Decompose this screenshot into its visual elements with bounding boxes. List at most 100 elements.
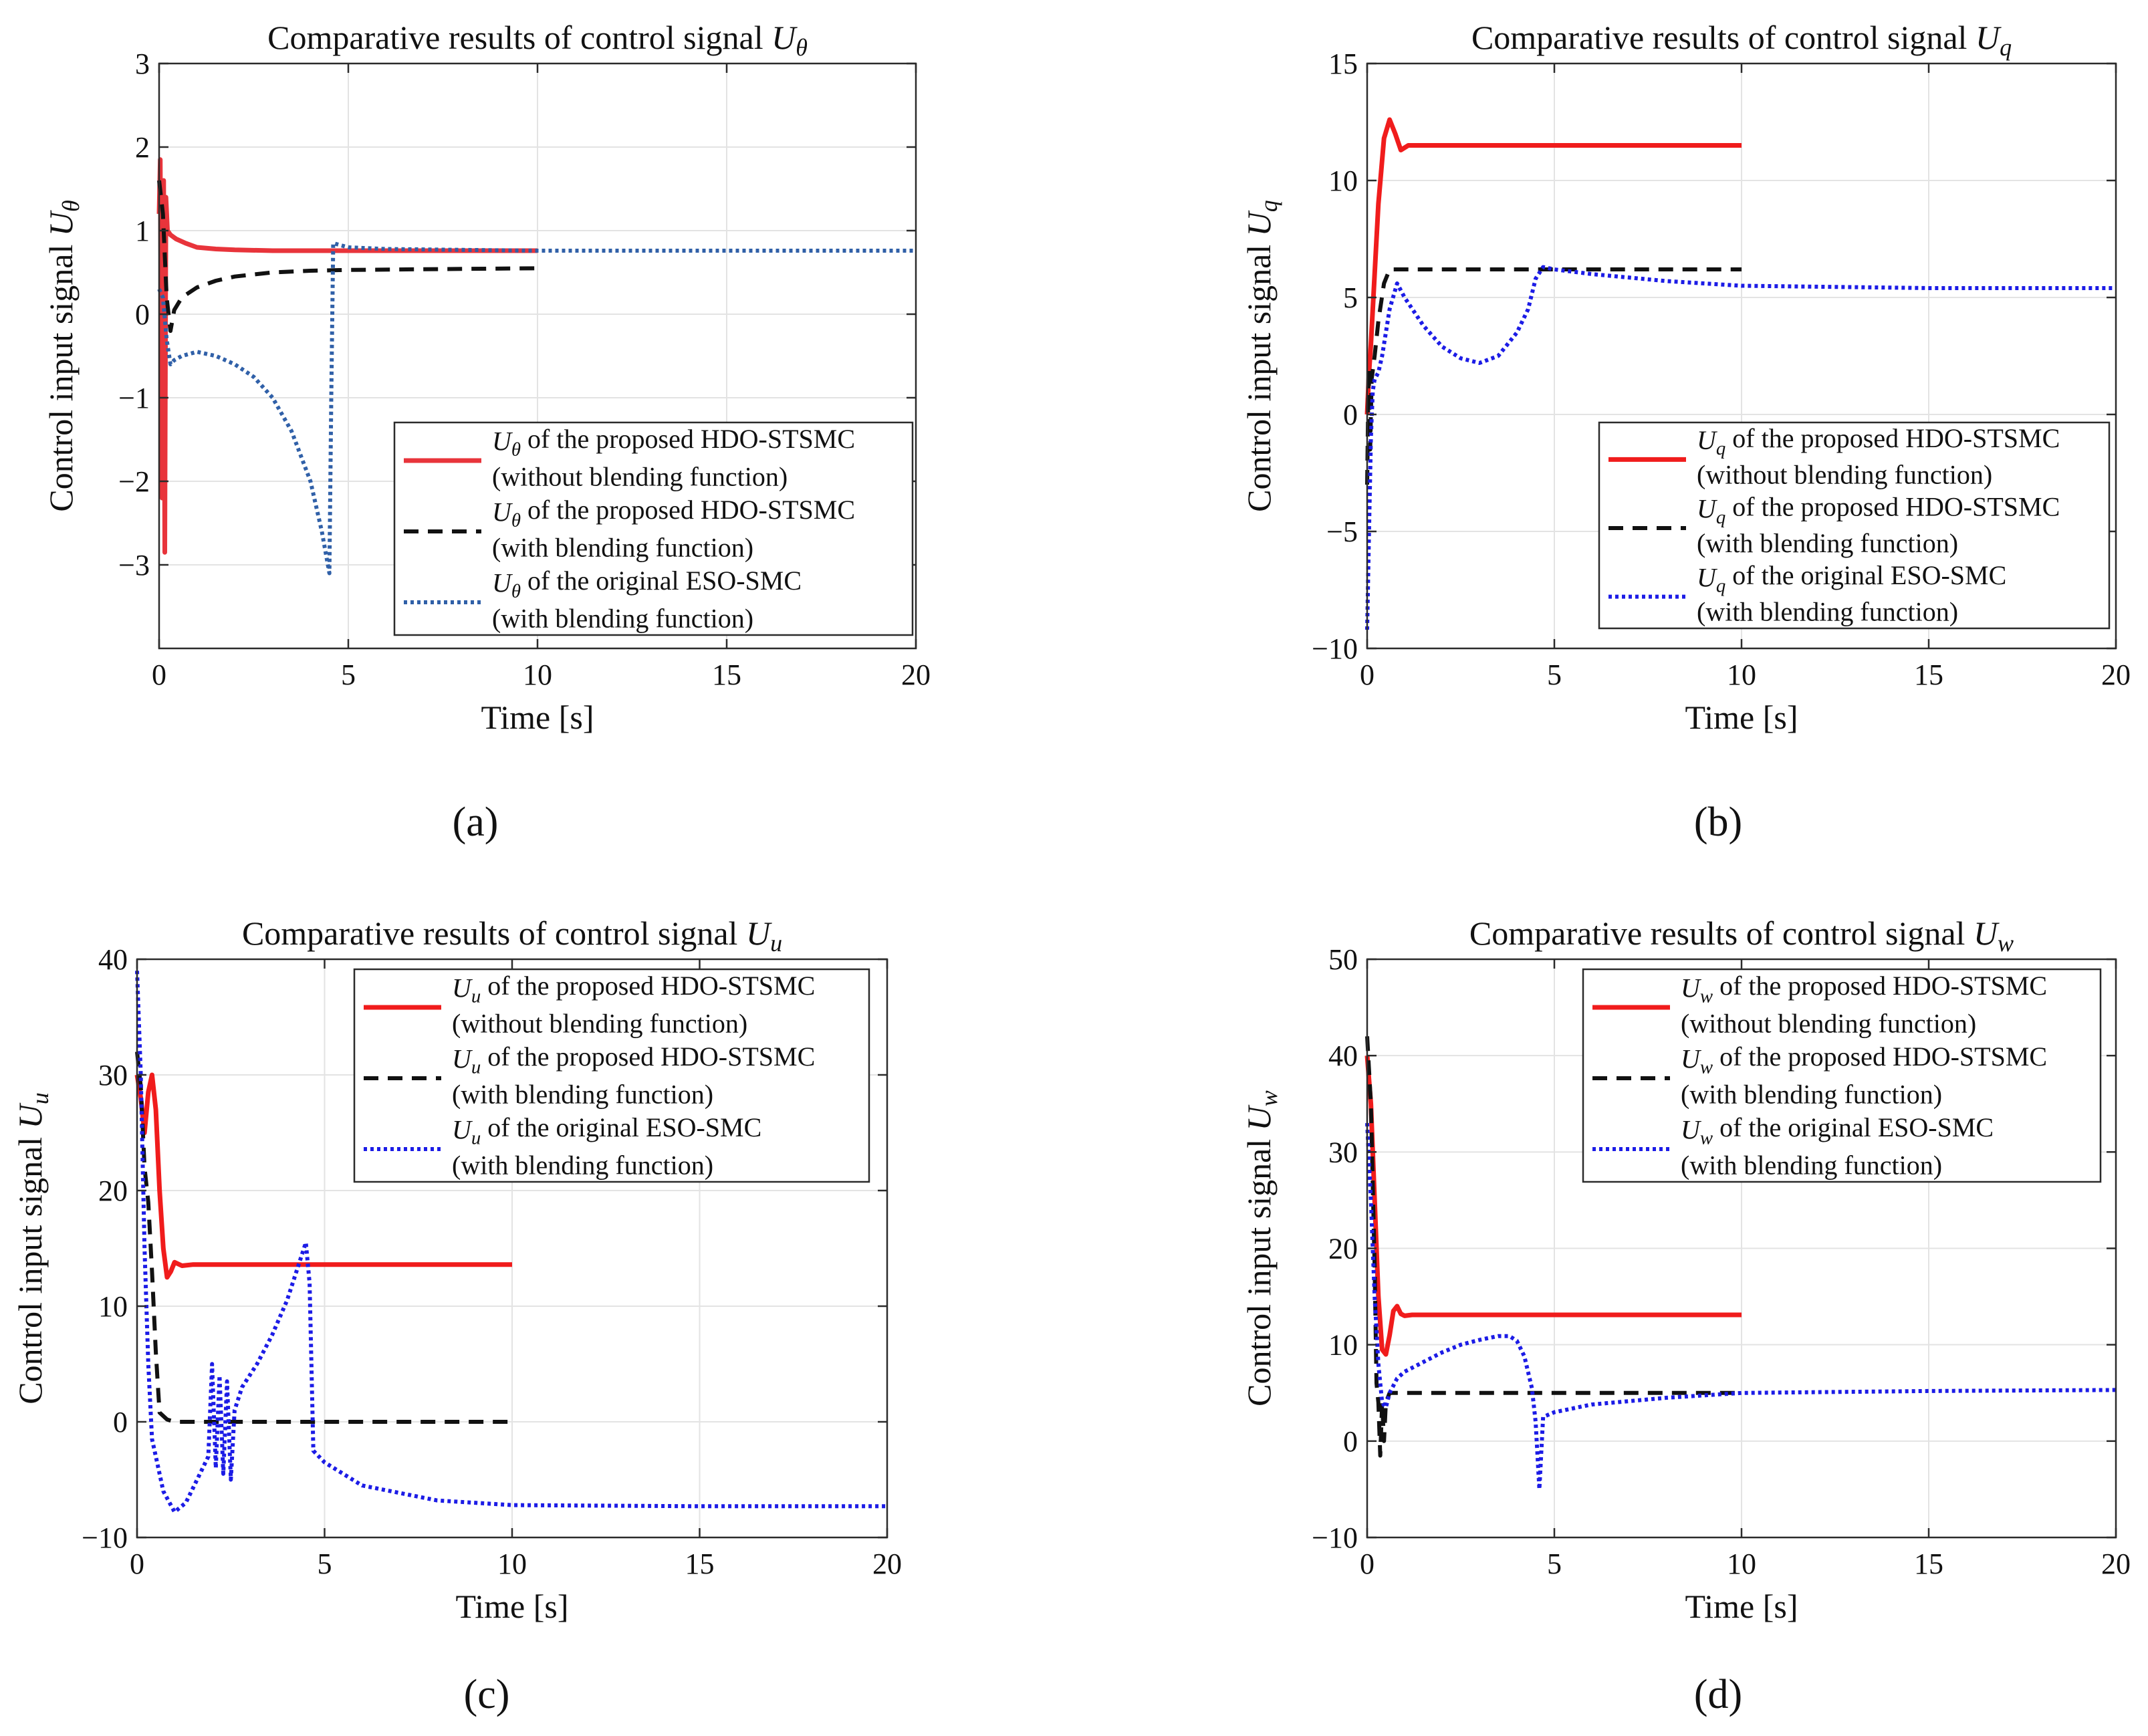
y-tick-label: 40 [1328,1039,1358,1072]
series-line-3 [1365,265,2116,630]
chart-title-pre: Comparative results of control signal [1471,19,1976,56]
y-axis-label-pre: Control input signal [42,236,80,512]
legend-label-2-post: of the proposed HDO-STSMC [1725,492,2060,522]
legend-label-2-sub: w [1700,1056,1713,1078]
y-axis-label-u: U [42,210,80,236]
legend-label-1-post: of the proposed HDO-STSMC [481,971,815,1001]
y-tick-label: 40 [98,943,128,976]
y-tick-label: 10 [1328,1329,1358,1362]
legend-label-1-line2: (without blending function) [452,1008,747,1038]
y-axis-label: Control input signal Uq [1240,200,1282,512]
legend-label-1-line2: (without blending function) [1697,459,1992,489]
x-tick-label: 10 [497,1547,527,1580]
legend-label-3-u: U [1697,562,1718,592]
panel-label: (d) [1694,1672,1742,1717]
legend-label-3-sub: w [1700,1127,1713,1148]
series-line-1 [1364,117,1742,415]
x-axis-label: Time [s] [1685,1588,1798,1625]
legend-label-1: Uu of the proposed HDO-STSMC [452,971,815,1007]
x-tick-label: 20 [2101,658,2131,691]
y-axis-label-u: U [1240,1104,1278,1130]
y-tick-label: 30 [98,1059,128,1092]
series-line-1 [134,1072,512,1280]
y-tick-label: 20 [98,1174,128,1207]
chart-title-u: U [746,914,772,952]
legend-label-1-line2: (without blending function) [492,461,788,491]
legend-label-3-sub: θ [511,580,521,602]
chart-title-pre: Comparative results of control signal [1469,914,1974,952]
y-tick-label: 20 [1328,1233,1358,1265]
legend-label-3-post: of the original ESO-SMC [521,566,802,596]
legend-label-2-post: of the proposed HDO-STSMC [1713,1041,2047,1072]
x-axis-label: Time [s] [1685,699,1798,736]
legend-label-3-u: U [492,568,513,598]
legend-label-3-sub: u [471,1127,481,1148]
chart-title: Comparative results of control signal Uθ [267,19,808,61]
x-tick-label: 0 [1360,1547,1375,1580]
series-line-2 [157,180,538,333]
y-axis-label: Control input signal Uw [1240,1090,1282,1406]
chart-title-pre: Comparative results of control signal [267,19,771,56]
x-tick-label: 20 [901,658,931,691]
y-axis-label-sub: u [27,1092,53,1104]
legend-label-1: Uw of the proposed HDO-STSMC [1681,971,2047,1007]
x-tick-label: 5 [341,658,356,691]
legend-label-3: Uu of the original ESO-SMC [452,1112,761,1148]
legend-label-2-post: of the proposed HDO-STSMC [481,1041,815,1072]
legend-box [393,421,914,636]
legend-label-3: Uw of the original ESO-SMC [1681,1112,1994,1148]
chart-title-sub: u [770,930,782,957]
x-tick-label: 5 [1547,658,1562,691]
y-tick-label: 0 [1343,1425,1358,1458]
chart-title: Comparative results of control signal Uw [1469,914,2014,957]
x-tick-label: 5 [318,1547,332,1580]
x-tick-label: 0 [152,658,166,691]
series-line-3 [1365,1122,2117,1491]
legend-label-1-post: of the proposed HDO-STSMC [521,424,855,454]
legend-label-1-line2: (without blending function) [1681,1008,1976,1038]
y-tick-label: 15 [1328,47,1358,80]
legend-label-1-sub: q [1716,438,1725,459]
y-tick-label: 2 [135,131,150,164]
legend-label-2-u: U [1697,494,1718,524]
x-tick-label: 10 [1727,658,1756,691]
legend-label-2-u: U [452,1043,473,1074]
y-axis-label: Control input signal Uθ [42,200,84,511]
legend-label-2: Uq of the proposed HDO-STSMC [1697,492,2060,528]
y-axis-label-pre: Control input signal [1240,1130,1278,1406]
legend-label-2-line2: (with blending function) [492,532,753,562]
legend-label-3-u: U [452,1114,473,1144]
legend-box [1598,421,2111,630]
legend-box [353,968,870,1183]
y-tick-label: 0 [113,1406,128,1439]
chart-title-sub: θ [796,34,808,61]
y-tick-label: −3 [118,549,150,582]
panel-label: (a) [453,799,499,845]
legend-label-3-line2: (with blending function) [452,1150,713,1180]
chart-title: Comparative results of control signal Uu [242,914,782,957]
panel-label: (c) [464,1672,510,1717]
chart-title-u: U [771,19,798,56]
series-line-3 [157,241,916,576]
chart-panel-b: 0 5 10 15 20 15 10 5 0 −5 −10 Comparative results o… [1240,19,2131,845]
legend-label-3-line2: (with blending function) [1697,597,1958,627]
panel-label: (b) [1694,799,1742,845]
x-tick-label: 10 [1727,1547,1756,1580]
legend-label-3-line2: (with blending function) [492,603,753,633]
legend-label-1-sub: w [1700,985,1713,1007]
y-tick-label: 0 [1343,398,1358,431]
legend-label-2-sub: u [471,1056,481,1078]
legend-label-3-post: of the original ESO-SMC [481,1112,761,1142]
legend-label-3-sub: q [1716,575,1725,596]
legend-label-1-u: U [1697,425,1718,455]
x-tick-label: 0 [130,1547,144,1580]
y-axis-label-u: U [1240,210,1278,236]
y-tick-label: −10 [82,1521,128,1554]
legend-box [1582,968,2102,1183]
legend-label-1-u: U [492,426,513,456]
y-axis-label-pre: Control input signal [1240,236,1278,512]
legend-label-3-line2: (with blending function) [1681,1150,1942,1180]
